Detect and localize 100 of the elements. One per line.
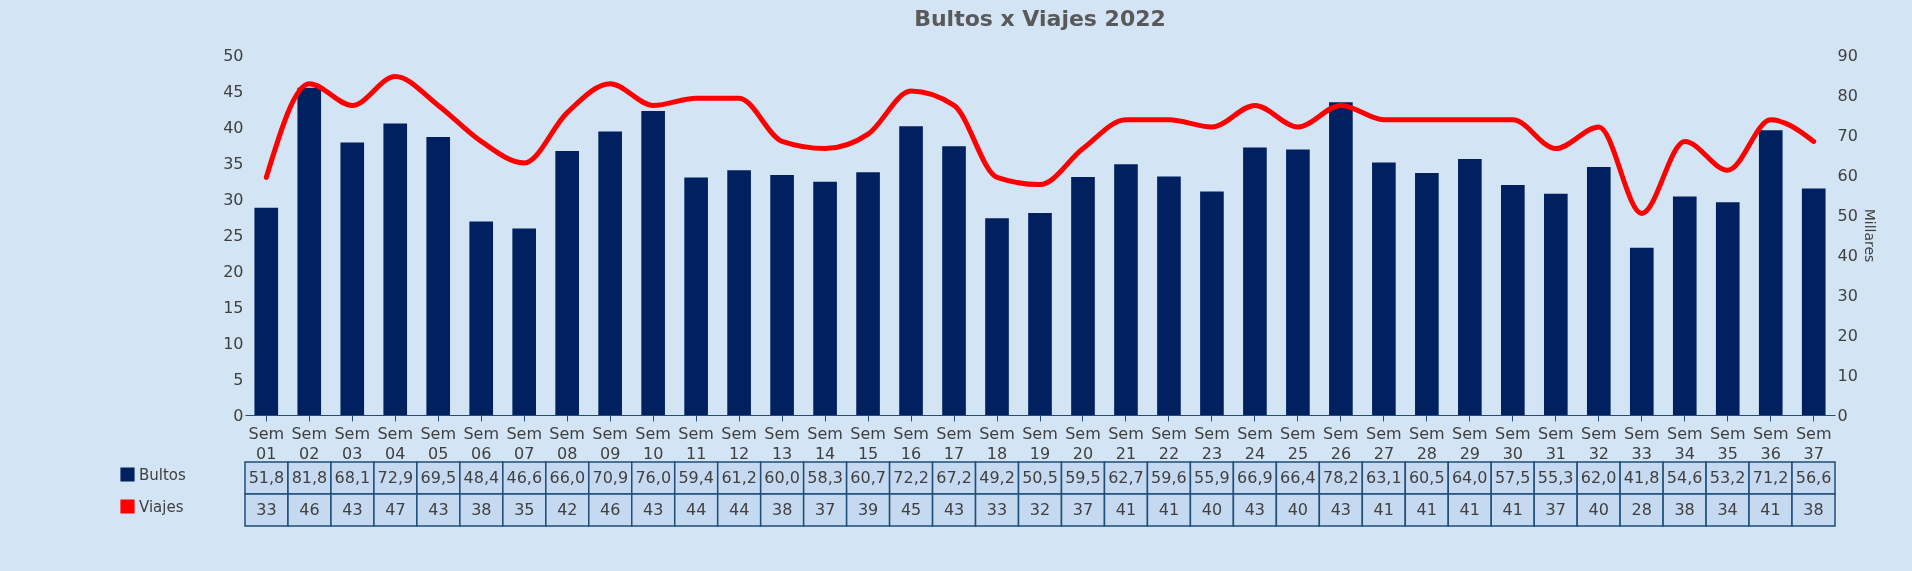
x-tick-label: Sem 08 [549, 423, 585, 463]
bar [641, 111, 665, 415]
data-label: 78,2 [1323, 468, 1359, 487]
data-label: 43 [342, 500, 363, 519]
data-label: 40 [1201, 500, 1223, 519]
data-label: 43 [943, 500, 965, 519]
bar [1501, 185, 1525, 415]
x-tick-label: Sem 12 [721, 423, 757, 463]
bar [684, 177, 708, 415]
y-tick-label: 20 [223, 261, 244, 281]
bar [1243, 147, 1267, 415]
bar [469, 221, 494, 415]
data-label: 43 [1330, 500, 1351, 519]
data-label: 41 [1115, 500, 1137, 519]
x-tick-label: Sem 34 [1666, 423, 1703, 463]
y-tick-label: 45 [223, 81, 244, 101]
bar [899, 126, 923, 415]
data-label: 51,8 [248, 468, 285, 487]
y2-tick-label: 90 [1837, 45, 1858, 65]
data-label: 53,2 [1709, 468, 1746, 487]
x-tick-label: Sem 19 [1022, 423, 1058, 463]
x-tick-label: Sem 20 [1065, 423, 1101, 463]
y-tick-label: 35 [223, 153, 244, 173]
y-tick-label: 30 [223, 189, 244, 209]
y-tick-label: 10 [223, 333, 244, 353]
data-label: 62,7 [1108, 468, 1144, 487]
data-label: 34 [1717, 500, 1738, 519]
data-label: 81,8 [291, 468, 328, 487]
data-label: 49,2 [979, 468, 1015, 487]
data-label: 41 [1416, 500, 1437, 519]
bar [1801, 188, 1826, 415]
data-label: 46,6 [506, 468, 543, 487]
data-label: 69,5 [420, 468, 457, 487]
y-tick-label: 15 [223, 297, 244, 317]
data-label: 40 [1287, 500, 1309, 519]
x-tick-label: Sem 22 [1151, 423, 1187, 463]
data-label: 40 [1588, 500, 1609, 519]
data-label: 60,0 [764, 468, 800, 487]
bar [426, 137, 451, 415]
data-label: 72,2 [893, 468, 929, 487]
x-tick-label: Sem 30 [1495, 423, 1531, 463]
y2-tick-label: 50 [1837, 205, 1858, 225]
y-tick-label: 5 [233, 369, 244, 389]
data-label: 76,0 [635, 468, 672, 487]
x-tick-label: Sem 28 [1409, 423, 1445, 463]
y2-tick-label: 10 [1837, 365, 1858, 385]
data-label: 32 [1029, 500, 1051, 519]
x-tick-label: Sem 18 [979, 423, 1015, 463]
legend-label: Bultos [139, 465, 187, 484]
bar [512, 228, 537, 415]
data-label: 47 [385, 500, 406, 519]
x-tick-label: Sem 27 [1366, 423, 1402, 463]
data-label: 45 [900, 500, 922, 519]
data-label: 38 [1803, 500, 1824, 519]
data-label: 56,6 [1795, 468, 1832, 487]
bar [813, 181, 837, 415]
bar [1329, 102, 1353, 415]
x-tick-label: Sem 11 [678, 423, 714, 463]
x-tick-label: Sem 31 [1538, 423, 1574, 463]
x-tick-label: Sem 24 [1237, 423, 1273, 463]
bar [1715, 202, 1740, 415]
x-tick-label: Sem 29 [1452, 423, 1488, 463]
x-tick-label: Sem 09 [592, 423, 628, 463]
data-label: 55,3 [1537, 468, 1574, 487]
y2-axis-title: Millares [1861, 208, 1878, 263]
bar [340, 142, 365, 415]
x-tick-label: Sem 07 [506, 423, 542, 463]
bar [1672, 196, 1697, 415]
x-tick-label: Sem 15 [850, 423, 886, 463]
data-label: 35 [514, 500, 535, 519]
data-label: 62,0 [1580, 468, 1617, 487]
data-label: 66,0 [549, 468, 586, 487]
bar [942, 146, 966, 415]
data-label: 28 [1631, 500, 1652, 519]
data-label: 64,0 [1451, 468, 1488, 487]
y-tick-label: 50 [223, 45, 244, 65]
x-tick-label: Sem 21 [1108, 423, 1144, 463]
data-label: 33 [986, 500, 1008, 519]
data-label: 43 [643, 500, 664, 519]
chart-title: Bultos x Viajes 2022 [914, 6, 1166, 31]
data-label: 60,5 [1408, 468, 1445, 487]
data-label: 58,3 [807, 468, 843, 487]
bar [770, 175, 794, 415]
y2-tick-label: 40 [1837, 245, 1858, 265]
bar [1543, 193, 1568, 415]
bar [1114, 164, 1138, 415]
x-tick-label: Sem 01 [248, 423, 285, 463]
data-label: 41,8 [1623, 468, 1660, 487]
x-tick-label: Sem 26 [1323, 423, 1359, 463]
data-label: 33 [256, 500, 277, 519]
data-label: 70,9 [592, 468, 629, 487]
bar [1372, 162, 1396, 415]
bar [598, 131, 622, 415]
bar [1629, 247, 1654, 415]
x-tick-label: Sem 33 [1623, 423, 1660, 463]
bar [383, 123, 408, 415]
bar [985, 218, 1009, 415]
x-tick-label: Sem 05 [420, 423, 457, 463]
x-tick-label: Sem 25 [1280, 423, 1316, 463]
data-label: 41 [1459, 500, 1480, 519]
